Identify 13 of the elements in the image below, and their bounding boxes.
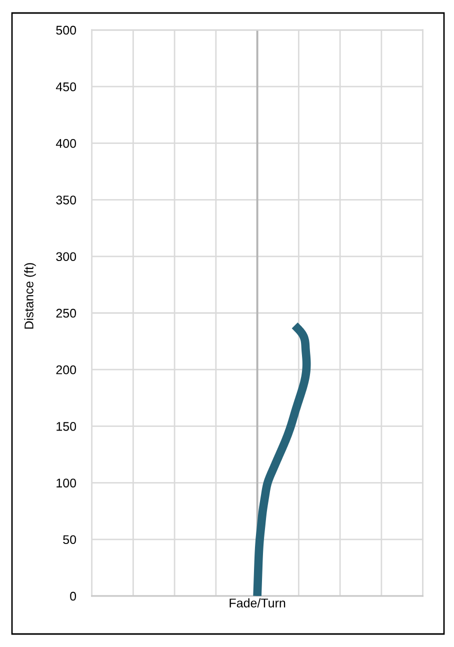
x-axis-title: Fade/Turn — [230, 598, 286, 608]
y-tick-label: 300 — [56, 252, 76, 262]
y-tick-label: 50 — [63, 535, 76, 544]
y-tick-label: 100 — [56, 478, 76, 488]
y-tick-label: 150 — [56, 422, 76, 431]
y-tick-label: 500 — [56, 26, 76, 35]
y-tick-label: 200 — [56, 365, 76, 374]
y-tick-label: 0 — [70, 592, 76, 601]
y-axis-title: Distance (ft) — [24, 263, 36, 329]
y-tick-label: 250 — [56, 308, 76, 318]
y-tick-label: 350 — [56, 196, 76, 204]
y-tick-label: 450 — [56, 82, 76, 92]
y-tick-label: 400 — [56, 139, 76, 148]
